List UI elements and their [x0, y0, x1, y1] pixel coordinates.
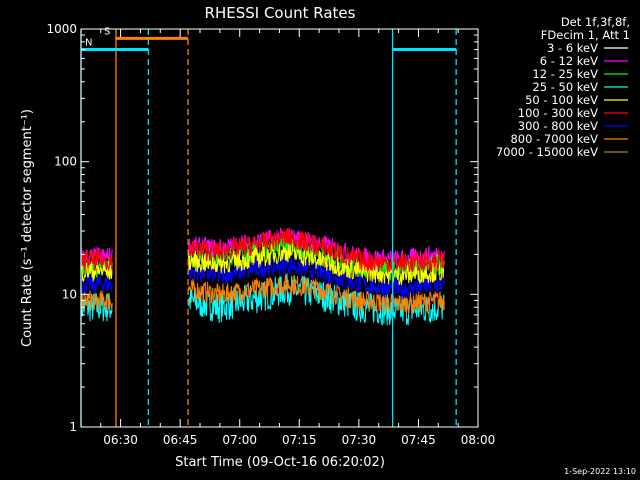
series-line-3to6keV	[80, 121, 445, 153]
x-tick-label: 07:45	[401, 433, 436, 447]
legend-entry-label: 3 - 6 keV	[547, 41, 598, 55]
footer-timestamp: 1-Sep-2022 13:10	[564, 467, 636, 476]
interval-label: S	[104, 26, 110, 37]
interval-label: N	[85, 38, 92, 49]
y-axis: 1 10 100 1000	[46, 22, 478, 434]
legend-entry-label: 25 - 50 keV	[532, 80, 598, 94]
y-tick-label: 1	[69, 420, 77, 434]
legend-entry-label: 300 - 800 keV	[518, 119, 598, 133]
y-tick-label: 1000	[46, 22, 77, 36]
legend-header-line-2: FDecim 1, Att 1	[541, 28, 630, 42]
legend-entry-label: 12 - 25 keV	[532, 67, 598, 81]
marker-layer: SN	[80, 26, 457, 427]
x-axis-label: Start Time (09-Oct-16 06:20:02)	[175, 455, 385, 470]
x-tick-label: 07:00	[222, 433, 257, 447]
plot-area: SN 06:30 06:45 07:00 07:15 07:30 07:45 08:00 1…	[46, 22, 495, 447]
series-layer	[80, 121, 445, 326]
y-tick-label: 100	[54, 155, 77, 169]
legend-entry-label: 100 - 300 keV	[518, 106, 598, 120]
series-line-100to300keV	[80, 227, 445, 274]
legend-entry-label: 7000 - 15000 keV	[496, 145, 598, 159]
x-tick-label: 07:15	[282, 433, 317, 447]
plot-frame	[80, 28, 479, 428]
legend-entry-label: 6 - 12 keV	[540, 54, 598, 68]
chart-title: RHESSI Count Rates	[205, 4, 356, 22]
y-tick-label: 10	[62, 287, 77, 301]
x-tick-label: 06:30	[103, 433, 138, 447]
series-line-800to7000keV	[80, 274, 445, 314]
y-axis-label: Count Rate (s⁻¹ detector segment⁻¹)	[20, 109, 35, 347]
x-tick-label: 07:30	[342, 433, 377, 447]
x-axis: 06:30 06:45 07:00 07:15 07:30 07:45 08:00	[100, 29, 496, 447]
series-line-25to50keV	[80, 273, 445, 326]
legend-entry-label: 50 - 100 keV	[525, 93, 598, 107]
x-tick-label: 06:45	[163, 433, 198, 447]
legend-entry-label: 800 - 7000 keV	[510, 132, 598, 146]
x-tick-label: 08:00	[461, 433, 496, 447]
legend: Det 1f,3f,8f, FDecim 1, Att 1 3 - 6 keV6…	[496, 15, 630, 159]
legend-header-line-1: Det 1f,3f,8f,	[561, 15, 630, 29]
